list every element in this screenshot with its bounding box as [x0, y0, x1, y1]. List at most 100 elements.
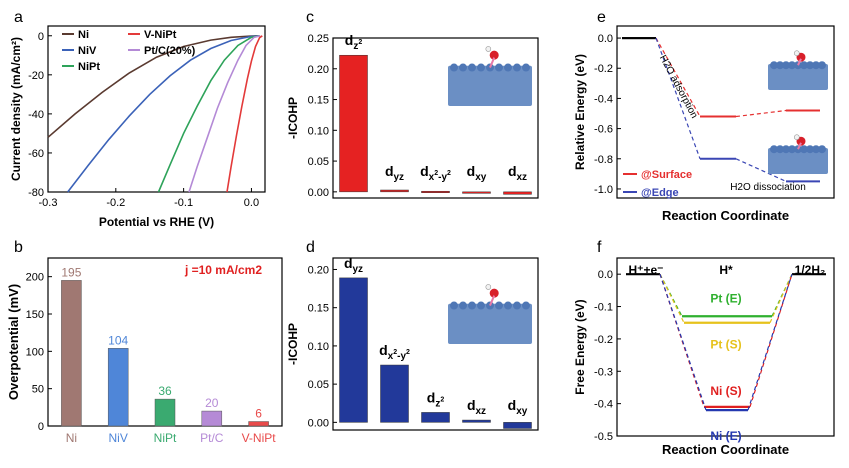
- annotation-dissociation: H2O dissociation: [730, 182, 806, 193]
- panel-e-frame: [616, 25, 835, 199]
- data-label-Ni: 195: [61, 265, 81, 279]
- panel-e-structure-surface: [768, 50, 828, 90]
- series-line-Pt/C(20%): [188, 35, 261, 193]
- panel-f-y-tick-label: -0.3: [594, 366, 613, 378]
- panel-f-y-tick-label: 0.0: [598, 269, 613, 281]
- panel-e-y-tick-label: -0.8: [594, 154, 613, 166]
- bar-V-NiPt: [248, 421, 269, 427]
- panel-e-y-tick-label: -0.2: [594, 63, 613, 75]
- state-label-1: H*: [719, 263, 733, 277]
- category-label-dz2: dz2: [345, 32, 363, 52]
- category-label-dyz: dyz: [344, 255, 363, 275]
- bar-dyz: [380, 189, 409, 193]
- panel-e-y-tick-label: 0.0: [598, 33, 613, 45]
- panel-label-b: b: [14, 239, 23, 256]
- panel-d-structure-atom: [468, 301, 476, 310]
- category-label-Ni: Ni: [66, 431, 77, 445]
- panel-a-x-tick-label: -0.1: [174, 197, 193, 209]
- panel-e-structure-edge-atom: [788, 145, 796, 154]
- panel-e-structure-surface-bond: [797, 58, 802, 66]
- panel-e-structure-surface-base: [768, 64, 828, 90]
- panel-b-y-tick-label: 50: [32, 384, 44, 396]
- legend-label-NiPt: NiPt: [78, 61, 100, 73]
- panel-d-y-tick-label: 0.15: [308, 303, 329, 315]
- panel-e-structure-edge-atom: [770, 145, 778, 154]
- panel-d-y-tick-label: 0.20: [308, 264, 329, 276]
- panel-c-structure-atom: [522, 63, 530, 72]
- panel-f-y-tick-label: -0.1: [594, 302, 613, 314]
- bar-NiPt: [154, 398, 176, 427]
- panel-d-structure-atom: [504, 301, 512, 310]
- panel-e-structure-surface-atom: [812, 61, 820, 70]
- panel-c-y-tick-label: 0.15: [308, 95, 329, 107]
- panel-d-ylabel: -ICOHP: [286, 323, 300, 365]
- series-label-Ni (E): Ni (E): [710, 429, 741, 443]
- panel-d-y-tick-label: 0.05: [308, 379, 329, 391]
- data-label-Pt/C: 20: [205, 396, 219, 410]
- bar-Pt/C: [201, 410, 223, 427]
- panel-d-y-tick-label: 0.10: [308, 341, 329, 353]
- panel-e-xlabel: Reaction Coordinate: [662, 208, 789, 223]
- panel-c-structure-bond: [489, 57, 496, 68]
- bar-dx2-y2: [380, 364, 409, 423]
- panel-c-structure-atom: [477, 63, 485, 72]
- data-label-NiV: 104: [108, 333, 128, 347]
- series-label-Pt (S): Pt (S): [710, 338, 741, 352]
- panel-c-structure-atom: [504, 63, 512, 72]
- panel-d-structure-atom: [522, 301, 530, 310]
- panel-c-structure-atom: [495, 63, 503, 72]
- series-label-Pt (E): Pt (E): [710, 291, 741, 305]
- bar-dxy: [462, 191, 491, 194]
- bar-dx2-y2: [421, 190, 450, 193]
- panel-e-y-tick-label: -1.0: [594, 184, 613, 196]
- panel-a-xlabel: Potential vs RHE (V): [99, 215, 214, 229]
- series-line-NiV: [67, 35, 260, 193]
- category-label-NiV: NiV: [109, 431, 128, 445]
- panel-d-frame: [332, 257, 539, 431]
- panel-f-frame: [616, 257, 835, 437]
- annotation-adsorption: H2O adsorption: [657, 53, 700, 120]
- legend-label-@Surface: @Surface: [641, 169, 692, 181]
- connector-right-Ni (E): [747, 273, 793, 411]
- panel-d-y-tick-label: 0.00: [308, 417, 329, 429]
- panel-a-x-tick-label: -0.3: [39, 197, 58, 209]
- connector-left-Ni (E): [659, 273, 707, 411]
- panel-a-ylabel: Current density (mA/cm²): [9, 37, 23, 181]
- panel-e-structure-edge-atom: [818, 145, 826, 154]
- panel-e-ylabel: Relative Energy (eV): [573, 54, 587, 170]
- panel-d-structure-atom: [459, 301, 467, 310]
- panel-e-structure-edge-atom: [776, 145, 784, 154]
- bar-dz2: [339, 54, 368, 193]
- panel-c-structure-atom: [450, 63, 458, 72]
- panel-f-y-tick-label: -0.5: [594, 431, 613, 443]
- panel-c-structure-atom: [513, 63, 521, 72]
- panel-f-y-tick-label: -0.4: [594, 399, 613, 411]
- panel-c-y-tick-label: 0.20: [308, 64, 329, 76]
- panel-d-structure-atom: [513, 301, 521, 310]
- panel-c-frame: [332, 37, 539, 199]
- connector-@Edge: [655, 37, 701, 159]
- panel-c-structure-base: [448, 65, 532, 106]
- panel-label-c: c: [306, 9, 314, 26]
- panel-e-structure-edge: [768, 134, 828, 174]
- data-label-NiPt: 36: [158, 384, 172, 398]
- connector-@Surface: [735, 109, 787, 118]
- category-label-dx2-y2: dx2-y2: [420, 163, 451, 183]
- bar-dxy: [503, 422, 532, 429]
- panel-c-structure: [448, 46, 532, 106]
- category-label-dxy: dxy: [467, 163, 487, 183]
- category-label-dx2-y2: dx2-y2: [379, 342, 410, 362]
- panel-b-ylabel: Overpotential (mV): [6, 284, 21, 400]
- category-label-dxy: dxy: [508, 397, 528, 417]
- panel-c-y-tick-label: 0.00: [308, 187, 329, 199]
- category-label-NiPt: NiPt: [154, 431, 177, 445]
- panel-e-structure-edge-base: [768, 148, 828, 174]
- panel-e-structure-surface-atom: [806, 61, 814, 70]
- panel-label-a: a: [14, 9, 23, 26]
- panel-e-structure-edge-atom: [806, 145, 814, 154]
- connector-right-Pt (S): [769, 273, 793, 323]
- category-label-V-NiPt: V-NiPt: [242, 431, 277, 445]
- panel-label-f: f: [597, 239, 602, 256]
- panel-e-structure-edge-atom: [800, 145, 808, 154]
- legend-label-Ni: Ni: [78, 29, 89, 41]
